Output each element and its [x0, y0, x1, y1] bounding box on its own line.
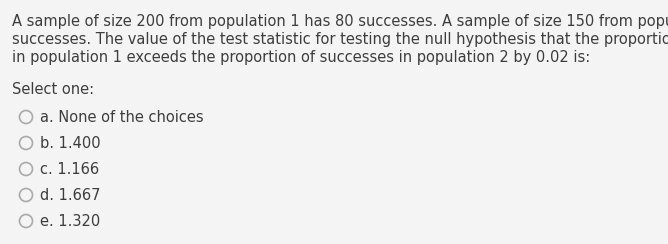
Text: d. 1.667: d. 1.667 — [41, 188, 101, 203]
Text: e. 1.320: e. 1.320 — [41, 214, 101, 229]
Text: A sample of size 200 from population 1 has 80 successes. A sample of size 150 fr: A sample of size 200 from population 1 h… — [12, 14, 668, 29]
Text: c. 1.166: c. 1.166 — [41, 162, 100, 177]
Text: b. 1.400: b. 1.400 — [41, 136, 101, 151]
Text: a. None of the choices: a. None of the choices — [41, 110, 204, 125]
Text: Select one:: Select one: — [12, 82, 94, 97]
Text: in population 1 exceeds the proportion of successes in population 2 by 0.02 is:: in population 1 exceeds the proportion o… — [12, 50, 591, 65]
Text: successes. The value of the test statistic for testing the null hypothesis that : successes. The value of the test statist… — [12, 32, 668, 47]
